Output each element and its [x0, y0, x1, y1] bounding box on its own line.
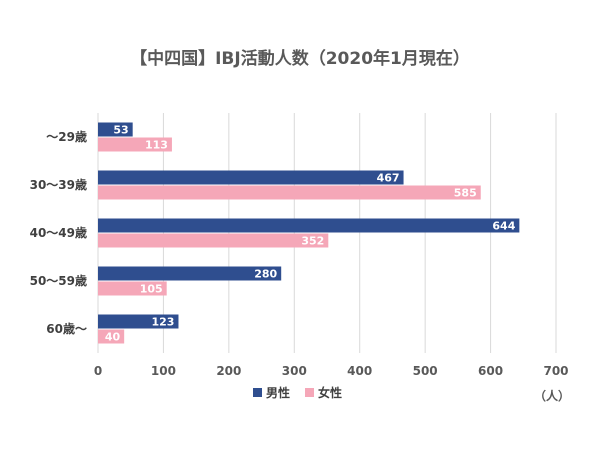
x-tick-labels: 0 100 200 300 400 500 600 700 [94, 364, 569, 378]
x-tick-label: 400 [347, 364, 372, 378]
bar-female [98, 137, 172, 152]
category-label: 30～39歳 [30, 177, 87, 192]
category-label: 50～59歳 [30, 273, 87, 288]
legend-swatch [305, 388, 314, 397]
data-label: 352 [301, 235, 324, 248]
bar-female [98, 185, 481, 200]
data-label: 53 [113, 124, 128, 137]
x-tick-label: 100 [151, 364, 176, 378]
legend-label: 女性 [318, 385, 342, 400]
bar-male [98, 314, 179, 329]
chart-title: 【中四国】IBJ活動人数（2020年1月現在） [130, 48, 470, 69]
bar-male [98, 122, 133, 137]
data-label: 40 [105, 331, 121, 344]
bars: 53 113 467 585 644 352 280 105 123 40 [98, 122, 520, 344]
data-label: 467 [377, 172, 400, 185]
category-label: 60歳～ [46, 321, 87, 336]
legend: 男性 女性 [253, 385, 342, 400]
data-label: 585 [454, 187, 477, 200]
data-label: 644 [492, 220, 515, 233]
data-label: 280 [254, 268, 277, 281]
x-tick-label: 200 [216, 364, 241, 378]
bar-male [98, 218, 520, 233]
bar-female [98, 281, 167, 296]
bar-female [98, 329, 125, 344]
x-tick-label: 300 [282, 364, 307, 378]
x-tick-label: 0 [94, 364, 102, 378]
bar-male [98, 266, 282, 281]
data-label: 113 [145, 139, 168, 152]
bar-female [98, 233, 329, 248]
legend-label: 男性 [266, 385, 290, 400]
bar-male [98, 170, 404, 185]
category-label: 40～49歳 [30, 225, 87, 240]
x-tick-label: 700 [543, 364, 568, 378]
data-label: 123 [152, 316, 175, 329]
category-label: ～29歳 [46, 129, 87, 144]
x-tick-label: 600 [478, 364, 503, 378]
category-labels: ～29歳 30～39歳 40～49歳 50～59歳 60歳～ [30, 129, 87, 336]
legend-swatch [253, 388, 262, 397]
gridlines [97, 113, 557, 353]
x-tick-label: 500 [413, 364, 438, 378]
data-label: 105 [140, 283, 163, 296]
unit-label: （人） [534, 388, 570, 403]
